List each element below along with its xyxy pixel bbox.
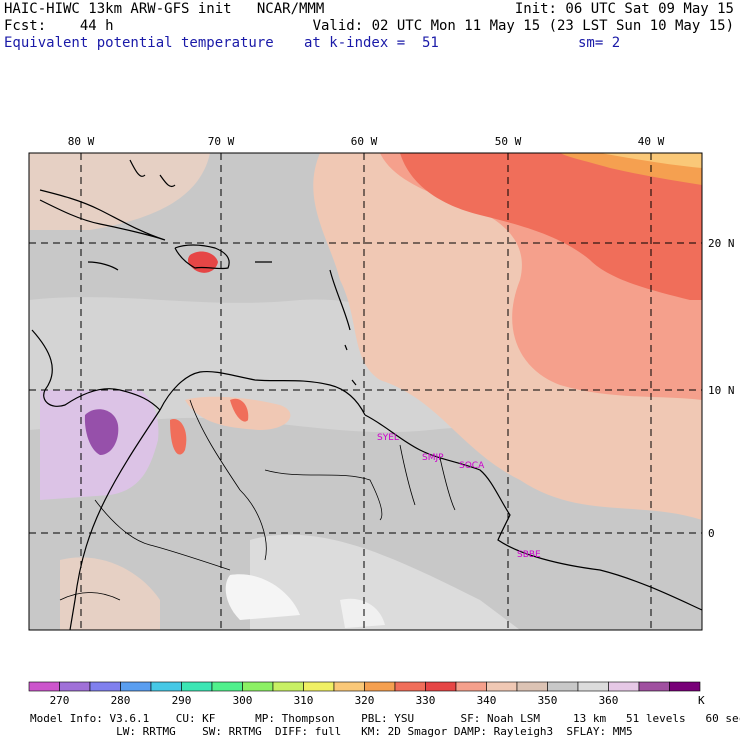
border-colombia-venezuela [189, 399, 267, 561]
footer-model-info: Model Info: V3.6.1 CU: KF MP: Thompson P… [30, 712, 740, 725]
central-america-coast [31, 329, 161, 411]
field-amazon-tan [60, 557, 160, 630]
lat-label-0: 0 [708, 527, 715, 540]
field-yellow-core [600, 153, 702, 168]
header-line1-left: HAIC-HIWC 13km ARW-GFS init NCAR/MMM [4, 1, 325, 17]
colorbar-swatch [211, 681, 243, 692]
header-line2-right: Valid: 02 UTC Mon 11 May 15 (23 LST Sun … [312, 18, 734, 34]
colorbar-swatch [364, 681, 396, 692]
smoothing-label: sm= 2 [578, 35, 621, 51]
colorbar: 270 280 290 300 310 320 330 340 350 360 [28, 681, 701, 707]
lon-label-70w: 70 W [208, 135, 235, 148]
colorbar-tick-label: 350 [538, 694, 558, 707]
graticule [29, 153, 702, 630]
colorbar-unit: K [698, 694, 705, 707]
colorbar-swatch [516, 681, 548, 692]
header-line1-right: Init: 06 UTC Sat 09 May 15 [514, 1, 734, 17]
lon-label-50w: 50 W [495, 135, 522, 148]
lon-label-60w: 60 W [351, 135, 378, 148]
country-borders [59, 399, 456, 601]
colorbar-swatch [89, 681, 121, 692]
colorbar-tick-label: 360 [599, 694, 619, 707]
colorbar-tick-label: 270 [50, 694, 70, 707]
colorbar-swatch [547, 681, 579, 692]
colorbar-swatch [577, 681, 609, 692]
theta-e-field [29, 153, 702, 630]
station-label-smjp: SMJP [422, 453, 444, 463]
pacific-coast [69, 409, 161, 630]
colorbar-swatch [638, 681, 670, 692]
station-label-soca: SOCA [459, 461, 485, 471]
lon-label-40w: 40 W [638, 135, 665, 148]
level-label: at k-index = 51 [304, 35, 439, 51]
colorbar-tick-label: 310 [294, 694, 314, 707]
field-purple-core [84, 409, 119, 455]
colorbar-swatch [150, 681, 182, 692]
colorbar-tick-label: 320 [355, 694, 375, 707]
lat-label-10n: 10 N [708, 384, 735, 397]
colorbar-swatch [394, 681, 426, 692]
field-title: Equivalent potential temperature [4, 35, 274, 51]
lon-label-80w: 80 W [68, 135, 95, 148]
border-guyana-suriname [399, 444, 416, 506]
lesser-antilles [329, 269, 357, 386]
colorbar-swatch [181, 681, 213, 692]
colorbar-tick-label: 290 [172, 694, 192, 707]
colorbar-swatch [120, 681, 152, 692]
border-venezuela-brazil [264, 469, 383, 521]
colorbar-swatch [242, 681, 274, 692]
field-venezuela-warm [230, 398, 249, 422]
field-light-band-south [250, 534, 520, 630]
hispaniola-coast [174, 244, 230, 270]
colorbar-swatch [669, 681, 701, 692]
border-suriname-fguiana [439, 457, 456, 511]
colorbar-swatch [333, 681, 365, 692]
border-colombia-peru [94, 499, 231, 571]
bahamas [129, 159, 176, 188]
field-tan-northwest [29, 153, 210, 230]
colorbar-swatch [455, 681, 487, 692]
colorbar-swatch [28, 681, 60, 692]
colorbar-tick-label: 330 [416, 694, 436, 707]
colorbar-tick-label: 340 [477, 694, 497, 707]
station-label-sbbe: SBBE [517, 550, 541, 560]
colorbar-swatch [272, 681, 304, 692]
lat-label-20n: 20 N [708, 237, 735, 250]
colorbar-swatch [425, 681, 457, 692]
field-white-patch [225, 574, 300, 620]
venezuela-coast [159, 370, 366, 416]
colorbar-swatch [59, 681, 91, 692]
header-line2-left: Fcst: 44 h [4, 18, 114, 34]
station-label-syel: SYEL [377, 433, 399, 443]
field-andes-warm [170, 419, 187, 455]
colorbar-swatch [303, 681, 335, 692]
colorbar-tick-label: 300 [233, 694, 253, 707]
colorbar-swatch [608, 681, 640, 692]
field-orange-red-region [400, 153, 702, 300]
colorbar-swatch [486, 681, 518, 692]
jamaica-coast [87, 261, 119, 271]
field-white-patch-2 [340, 598, 385, 628]
colorbar-tick-label: 280 [111, 694, 131, 707]
footer-physics-info: LW: RRTMG SW: RRTMG DIFF: full KM: 2D Sm… [30, 725, 633, 738]
map-frame [28, 152, 703, 631]
border-ecuador-peru [59, 592, 121, 601]
